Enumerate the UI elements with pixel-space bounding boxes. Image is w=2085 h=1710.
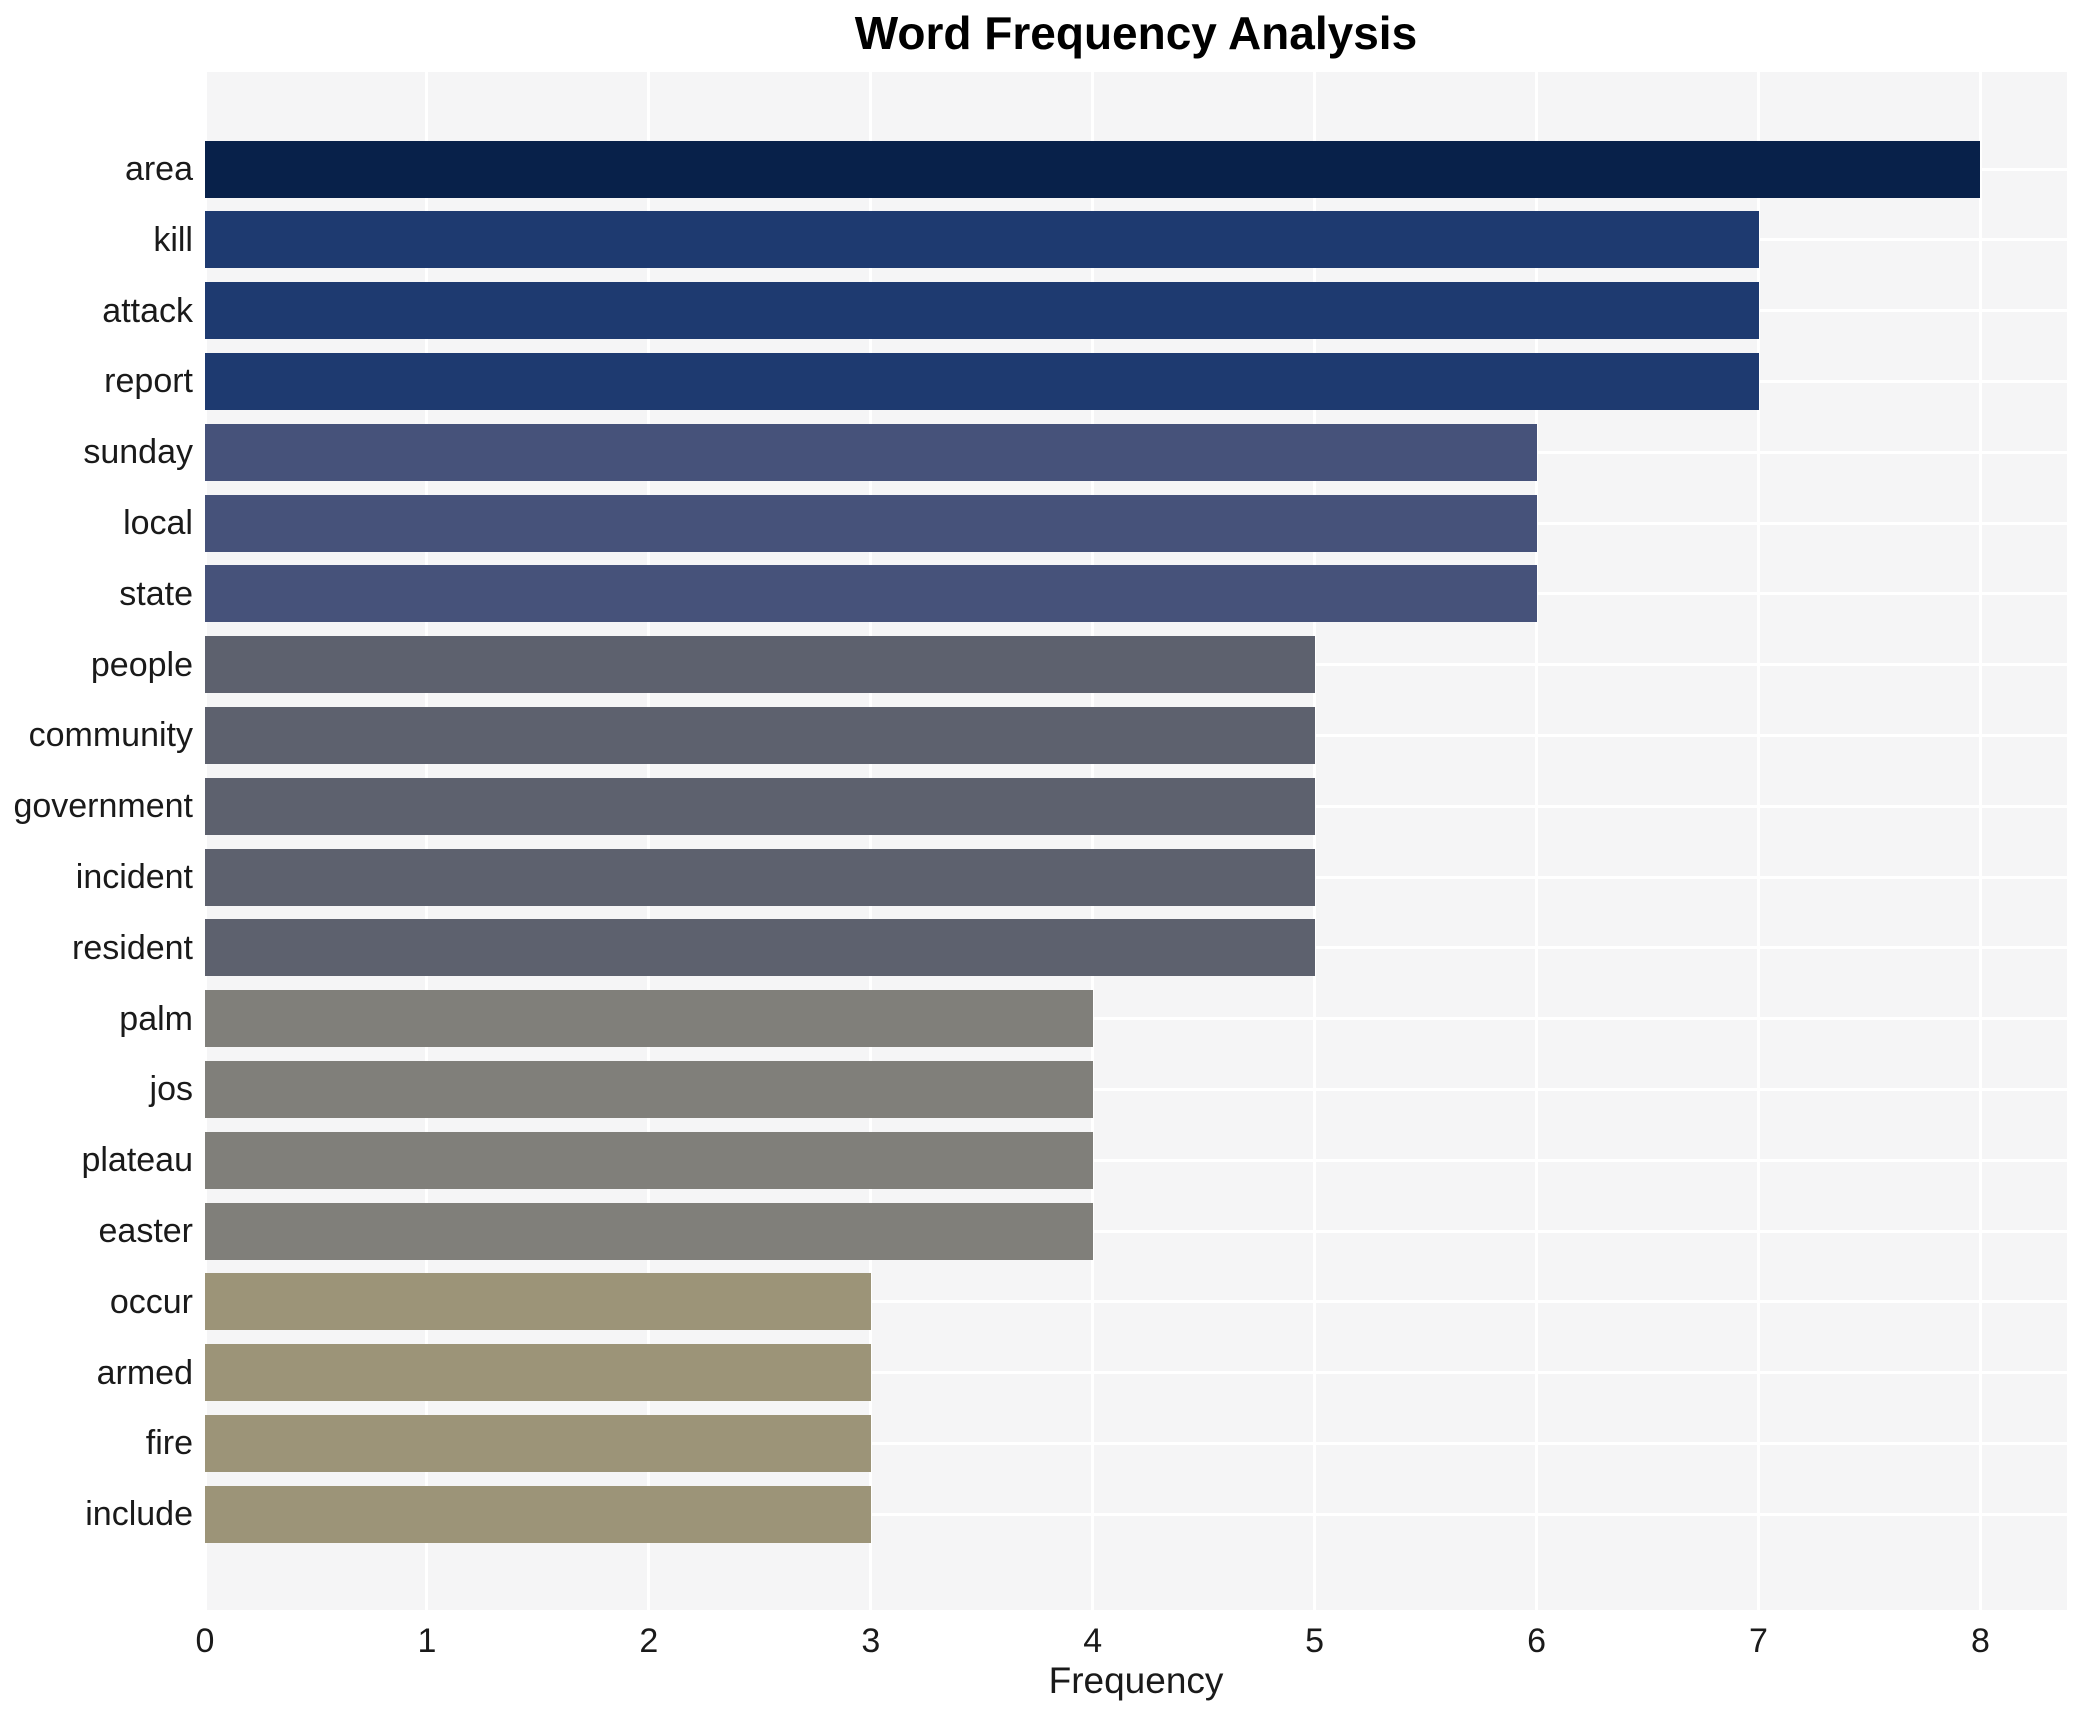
horizontal-gridline [205, 1441, 2067, 1445]
y-tick-label-jos: jos [149, 1070, 193, 1109]
horizontal-gridline [205, 1017, 2067, 1021]
y-tick-label-incident: incident [75, 858, 193, 896]
y-tick-label-local: local [123, 504, 193, 542]
y-tick-label-armed: armed [96, 1353, 193, 1392]
x-tick-label-1: 1 [417, 1622, 437, 1660]
x-tick-label-0: 0 [195, 1622, 215, 1660]
y-tick-label-sunday: sunday [83, 433, 193, 472]
y-tick-label-include: include [85, 1495, 193, 1534]
y-tick-label-attack: attack [102, 291, 193, 330]
vertical-gridline [203, 72, 207, 1610]
y-tick-label-plateau: plateau [81, 1141, 193, 1180]
bar-attack [205, 282, 1759, 340]
bar-local [205, 494, 1537, 552]
horizontal-gridline [205, 1512, 2067, 1516]
bar-area [205, 140, 1981, 198]
y-tick-label-resident: resident [72, 928, 193, 967]
bar-occur [205, 1273, 871, 1331]
vertical-gridline [1313, 72, 1317, 1610]
y-tick-label-occur: occur [109, 1282, 193, 1321]
bar-state [205, 565, 1537, 623]
y-tick-label-easter: easter [98, 1212, 194, 1250]
horizontal-gridline [205, 1371, 2067, 1375]
bar-plateau [205, 1131, 1093, 1189]
bar-resident [205, 919, 1315, 977]
horizontal-gridline [205, 1087, 2067, 1091]
horizontal-gridline [205, 1300, 2067, 1304]
horizontal-gridline [205, 1158, 2067, 1162]
x-tick-label-8: 8 [1970, 1622, 1990, 1660]
horizontal-gridline [205, 1229, 2067, 1233]
bar-palm [205, 990, 1093, 1048]
y-tick-label-kill: kill [153, 220, 193, 259]
bar-armed [205, 1344, 871, 1402]
vertical-gridline [1535, 72, 1539, 1610]
y-tick-label-area: area [124, 150, 193, 188]
x-tick-label-2: 2 [639, 1622, 659, 1660]
y-tick-label-community: community [28, 716, 193, 755]
vertical-gridline [1091, 72, 1095, 1610]
chart-title: Word Frequency Analysis [854, 7, 1418, 59]
bar-government [205, 777, 1315, 835]
y-tick-label-palm: palm [119, 999, 193, 1038]
y-tick-label-people: people [90, 645, 193, 684]
vertical-gridline [425, 72, 429, 1610]
bar-sunday [205, 423, 1537, 481]
bar-include [205, 1485, 871, 1543]
y-tick-label-report: report [104, 362, 193, 401]
bar-easter [205, 1202, 1093, 1260]
bar-people [205, 636, 1315, 694]
x-tick-label-4: 4 [1083, 1622, 1103, 1660]
x-axis-title: Frequency [1048, 1660, 1224, 1701]
vertical-gridline [1757, 72, 1761, 1610]
bar-jos [205, 1060, 1093, 1118]
bar-kill [205, 211, 1759, 269]
y-tick-label-government: government [13, 787, 193, 826]
vertical-gridline [869, 72, 873, 1610]
y-tick-label-fire: fire [145, 1424, 193, 1463]
x-tick-label-3: 3 [861, 1622, 881, 1660]
vertical-gridline [1978, 72, 1982, 1610]
bar-community [205, 706, 1315, 764]
x-tick-label-6: 6 [1527, 1622, 1547, 1660]
x-tick-label-7: 7 [1749, 1622, 1768, 1660]
bar-fire [205, 1414, 871, 1472]
plot-area [203, 72, 2067, 1610]
bar-incident [205, 848, 1315, 906]
vertical-gridline [647, 72, 651, 1610]
y-tick-label-state: state [119, 574, 193, 613]
x-tick-label-5: 5 [1305, 1622, 1325, 1660]
bar-report [205, 352, 1759, 410]
